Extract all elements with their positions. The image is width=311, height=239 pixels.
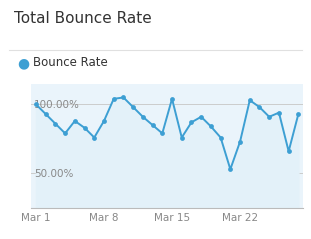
Point — [43, 112, 48, 116]
Point — [267, 115, 272, 119]
Point — [296, 112, 301, 116]
Point — [257, 105, 262, 109]
Point — [228, 167, 233, 171]
Point — [238, 140, 243, 144]
Point — [208, 125, 213, 128]
Point — [189, 120, 194, 124]
Point — [82, 126, 87, 130]
Point — [179, 136, 184, 139]
Point — [140, 115, 145, 119]
Point — [131, 105, 136, 109]
Point — [53, 122, 58, 126]
Point — [286, 149, 291, 153]
Point — [92, 136, 97, 139]
Text: Bounce Rate: Bounce Rate — [33, 56, 107, 69]
Text: ●: ● — [17, 56, 29, 70]
Point — [276, 111, 281, 114]
Text: Total Bounce Rate: Total Bounce Rate — [14, 11, 152, 26]
Point — [199, 115, 204, 119]
Point — [111, 97, 116, 101]
Point — [160, 131, 165, 135]
Point — [121, 96, 126, 99]
Point — [169, 97, 174, 101]
Point — [72, 119, 77, 123]
Point — [150, 123, 155, 127]
Point — [34, 103, 39, 106]
Point — [247, 98, 252, 102]
Point — [218, 136, 223, 139]
Point — [101, 119, 106, 123]
Point — [63, 131, 67, 135]
